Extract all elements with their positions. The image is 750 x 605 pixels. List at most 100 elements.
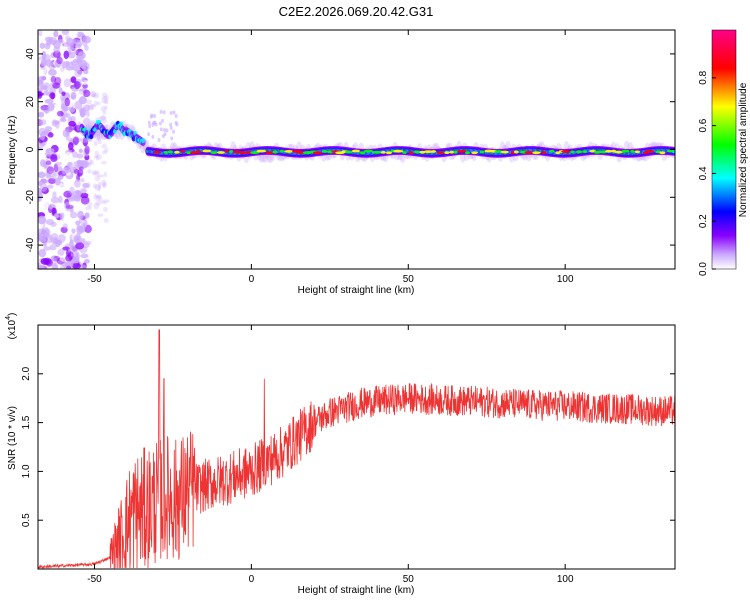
- spectrogram-cell: [69, 207, 74, 213]
- spectrogram-cell: [621, 149, 630, 153]
- spectrogram-cell: [85, 110, 90, 119]
- spectrogram-cell: [430, 150, 437, 153]
- spectrogram-cell: [57, 66, 65, 75]
- spectrogram-cell: [45, 160, 52, 166]
- spectrogram-cell: [74, 235, 83, 244]
- spectrogram-cell: [64, 201, 71, 211]
- spectrogram-cell: [55, 120, 60, 129]
- spectrogram-cell: [38, 228, 46, 234]
- spectrogram-cell: [265, 151, 274, 154]
- spectrogram-cell: [86, 181, 91, 189]
- spectrogram-cell: [85, 124, 93, 131]
- spectrogram-cell: [63, 78, 72, 88]
- spectrogram-cell: [62, 61, 69, 69]
- spectrogram-cell: [40, 106, 50, 112]
- spectrogram-cell: [73, 81, 82, 90]
- spectrogram-cell: [169, 122, 173, 127]
- spectrogram-cell: [667, 149, 674, 153]
- spectrogram-cell: [40, 76, 47, 81]
- spectrogram-cell: [55, 161, 63, 166]
- spectrogram-cell: [71, 228, 76, 234]
- spectrogram-x-tick-label: 50: [403, 274, 415, 285]
- spectrogram-cell: [77, 210, 84, 219]
- spectrogram-cell: [38, 111, 45, 118]
- spectrogram-cell: [80, 177, 85, 183]
- spectrogram-cell: [86, 201, 93, 208]
- spectrogram-cell: [44, 36, 52, 42]
- snr-y-multiplier-exponent: 4: [5, 316, 12, 320]
- spectrogram-y-tick-label: 20: [25, 96, 36, 108]
- spectrogram-cell: [75, 242, 85, 250]
- colorbar-tick-label: 0.6: [698, 118, 709, 132]
- spectrogram-cell: [98, 197, 104, 204]
- spectrogram-cell: [73, 164, 78, 173]
- spectrogram-cell: [151, 122, 155, 127]
- spectrogram-cell: [38, 75, 46, 81]
- spectrogram-cell: [85, 99, 93, 105]
- snr-y-multiplier: (x104): [5, 313, 18, 340]
- snr-series-line: [38, 329, 675, 569]
- spectrogram-cell: [95, 201, 102, 206]
- spectrogram-cell: [54, 76, 62, 86]
- spectrogram-cell: [296, 151, 306, 154]
- spectrogram-cell: [147, 120, 151, 125]
- spectrogram-cell: [52, 82, 61, 89]
- spectrogram-cell: [101, 160, 107, 165]
- spectrogram-cell: [82, 117, 91, 126]
- spectrogram-cell: [66, 37, 75, 47]
- spectrogram-cell: [87, 104, 94, 111]
- spectrogram-cell: [174, 113, 178, 118]
- spectrogram-cell: [457, 149, 467, 153]
- spectrogram-cell: [151, 134, 155, 139]
- spectrogram-cell: [53, 255, 60, 262]
- spectrogram-cell: [513, 150, 519, 154]
- spectrogram-cell: [68, 120, 76, 127]
- snr-x-tick-label: 50: [403, 574, 415, 585]
- spectrogram-cell: [101, 143, 108, 149]
- spectrogram-cell: [78, 166, 84, 171]
- spectrogram-x-tick-label: -50: [87, 274, 102, 285]
- spectrogram-cell: [57, 248, 65, 256]
- spectrogram-cell: [83, 242, 90, 248]
- spectrogram-cell: [38, 30, 43, 37]
- spectrogram-cell: [82, 89, 91, 98]
- spectrogram-cell: [93, 193, 98, 200]
- spectrogram-cell: [570, 150, 575, 154]
- spectrogram-cell: [72, 262, 81, 269]
- spectrogram-cell: [53, 213, 60, 218]
- spectrogram-cell: [95, 195, 100, 203]
- spectrogram-cell: [59, 117, 67, 123]
- spectrogram-cell: [238, 151, 248, 154]
- spectrogram-cell: [65, 204, 74, 209]
- spectrogram-cell: [65, 112, 71, 118]
- spectrogram-cell: [77, 33, 86, 40]
- spectrogram-cell: [272, 150, 279, 154]
- spectrogram-cell: [38, 91, 42, 97]
- spectrogram-cell: [40, 58, 47, 67]
- spectrogram-cell: [91, 91, 97, 98]
- spectrogram-cell: [49, 243, 57, 251]
- spectrogram-cell: [96, 154, 103, 160]
- spectrogram-cell: [46, 36, 53, 42]
- spectrogram-cell: [52, 257, 57, 266]
- spectrogram-cell: [38, 233, 42, 241]
- spectrogram-cell: [312, 151, 323, 155]
- spectrogram-cell: [78, 107, 87, 115]
- spectrogram-cell: [61, 30, 70, 36]
- spectrogram-cell: [50, 75, 57, 83]
- spectrogram-cell: [84, 212, 90, 219]
- spectrogram-cell: [147, 132, 151, 137]
- spectrogram-cell: [69, 211, 78, 219]
- spectrogram-cell: [50, 255, 58, 261]
- spectrogram-cell: [66, 161, 74, 168]
- spectrogram-cell: [90, 159, 94, 166]
- spectrogram-cell: [84, 162, 92, 166]
- spectrogram-cell: [93, 202, 100, 210]
- spectrogram-cell: [186, 151, 192, 155]
- spectrogram-cell: [51, 263, 59, 269]
- snr-x-tick-label: 100: [557, 574, 574, 585]
- spectrogram-cell: [78, 148, 83, 154]
- spectrogram-cell: [80, 196, 90, 205]
